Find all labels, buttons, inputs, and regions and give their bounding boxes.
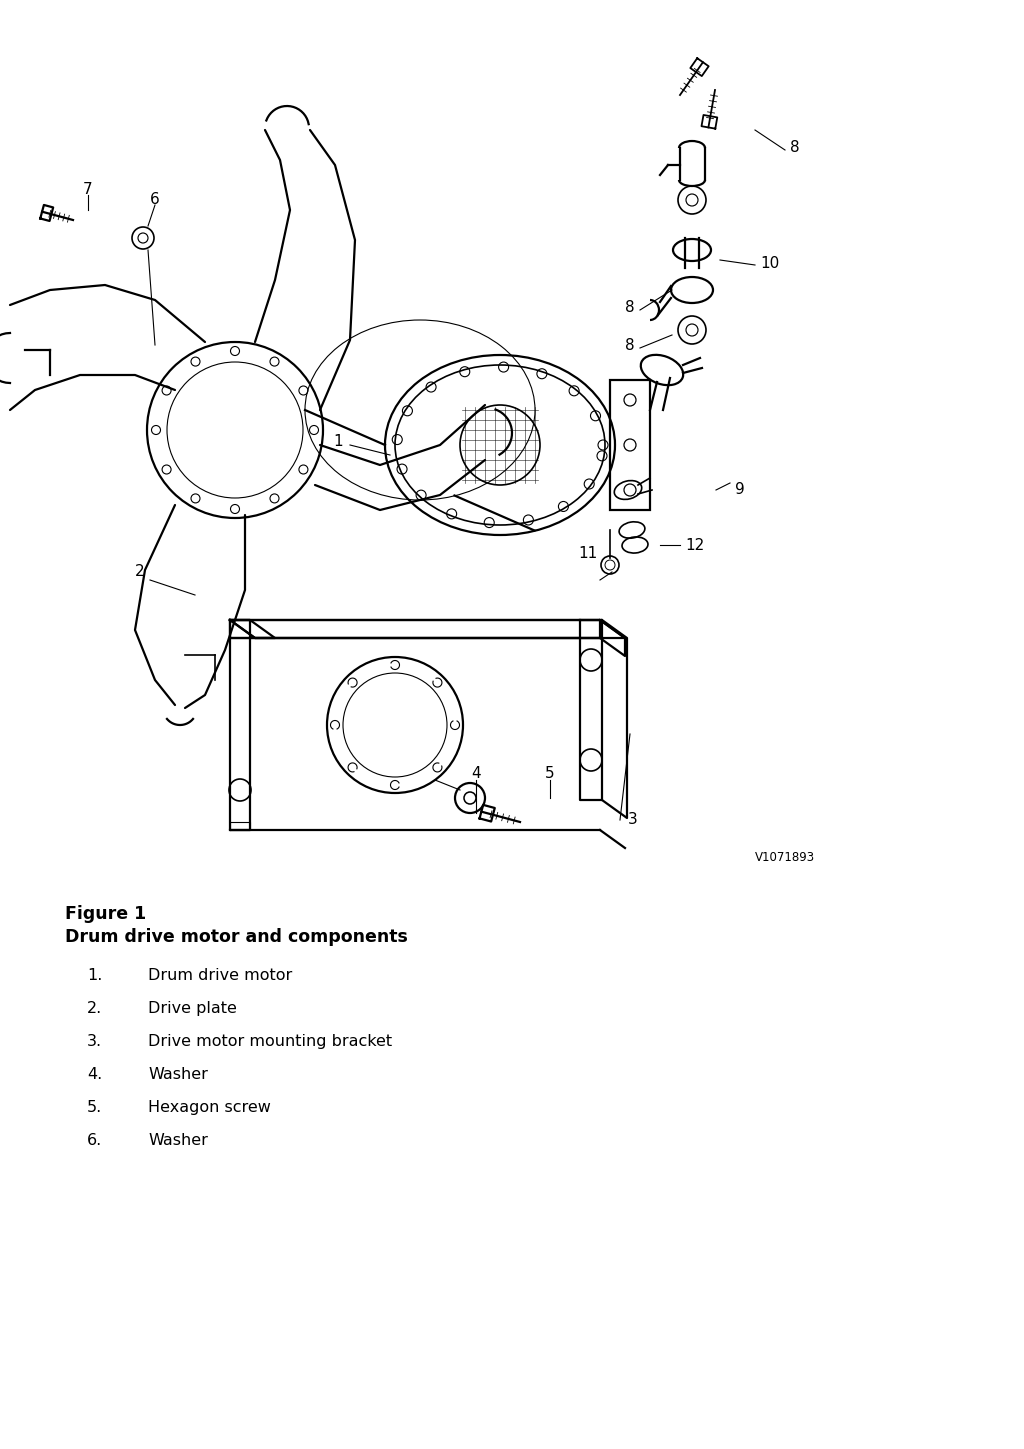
Text: V1071893: V1071893 bbox=[755, 851, 815, 864]
Text: Hexagon screw: Hexagon screw bbox=[148, 1100, 271, 1114]
Text: 8: 8 bbox=[626, 339, 635, 354]
Text: 11: 11 bbox=[579, 545, 598, 561]
Text: 3: 3 bbox=[628, 813, 638, 827]
Text: 3.: 3. bbox=[87, 1035, 102, 1049]
Text: 8: 8 bbox=[626, 300, 635, 316]
Text: 10: 10 bbox=[760, 255, 779, 271]
Text: Drive plate: Drive plate bbox=[148, 1001, 237, 1016]
Text: 7: 7 bbox=[83, 183, 93, 197]
Text: Drum drive motor: Drum drive motor bbox=[148, 968, 292, 982]
Text: 12: 12 bbox=[685, 538, 705, 552]
Text: 2: 2 bbox=[135, 565, 144, 580]
Text: 2.: 2. bbox=[87, 1001, 102, 1016]
Text: 6.: 6. bbox=[87, 1133, 102, 1148]
Text: 5.: 5. bbox=[87, 1100, 102, 1114]
Text: Figure 1: Figure 1 bbox=[65, 906, 146, 923]
Text: Washer: Washer bbox=[148, 1133, 208, 1148]
Text: 1: 1 bbox=[333, 435, 343, 449]
Text: 5: 5 bbox=[545, 765, 555, 781]
Text: Drum drive motor and components: Drum drive motor and components bbox=[65, 927, 408, 946]
Text: 6: 6 bbox=[151, 193, 160, 207]
Text: 1.: 1. bbox=[87, 968, 102, 982]
Text: 4: 4 bbox=[471, 765, 481, 781]
Text: Drive motor mounting bracket: Drive motor mounting bracket bbox=[148, 1035, 392, 1049]
Text: 4.: 4. bbox=[87, 1066, 102, 1082]
Text: Washer: Washer bbox=[148, 1066, 208, 1082]
Text: 8: 8 bbox=[790, 141, 800, 155]
Text: 9: 9 bbox=[735, 483, 744, 497]
